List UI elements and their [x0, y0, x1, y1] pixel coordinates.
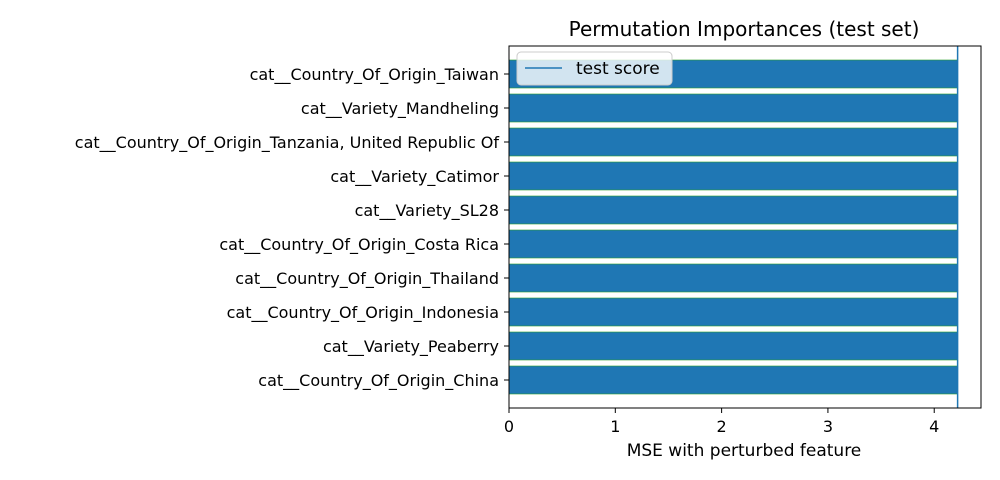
y-tick-label: cat__Country_Of_Origin_Costa Rica	[219, 235, 499, 255]
plot-frame	[508, 45, 982, 409]
x-axis-ticks: 0 1 2 3 4	[504, 408, 939, 436]
bar	[508, 297, 958, 327]
x-tick-label: 3	[823, 417, 833, 436]
bar	[508, 93, 958, 123]
y-tick-label: cat__Country_Of_Origin_Thailand	[235, 269, 499, 289]
legend: test score	[516, 51, 673, 86]
bar	[508, 365, 958, 395]
bars-group	[508, 59, 958, 395]
x-tick-label: 2	[717, 417, 727, 436]
y-tick-label: cat__Country_Of_Origin_Indonesia	[227, 303, 499, 323]
bar	[508, 195, 958, 225]
x-tick-label: 1	[610, 417, 620, 436]
y-tick-label: cat__Country_Of_Origin_Tanzania, United …	[75, 133, 500, 153]
bar	[508, 229, 958, 259]
y-tick-label: cat__Variety_Mandheling	[301, 99, 499, 119]
legend-box	[516, 51, 673, 86]
x-tick-label: 4	[929, 417, 939, 436]
y-tick-label: cat__Country_Of_Origin_China	[258, 371, 499, 391]
legend-label: test score	[576, 59, 660, 79]
y-tick-labels: cat__Country_Of_Origin_Taiwan cat__Variet…	[75, 65, 509, 391]
y-tick-label: cat__Variety_Catimor	[330, 167, 499, 187]
x-tick-label: 0	[504, 417, 514, 436]
bar	[508, 331, 958, 361]
chart-title: Permutation Importances (test set)	[569, 17, 920, 41]
bar	[508, 127, 958, 157]
y-tick-label: cat__Variety_Peaberry	[323, 337, 499, 357]
bar	[508, 161, 958, 191]
bar	[508, 263, 958, 293]
y-tick-label: cat__Country_Of_Origin_Taiwan	[250, 65, 499, 85]
x-axis-label: MSE with perturbed feature	[627, 441, 862, 461]
y-tick-label: cat__Variety_SL28	[355, 201, 499, 221]
